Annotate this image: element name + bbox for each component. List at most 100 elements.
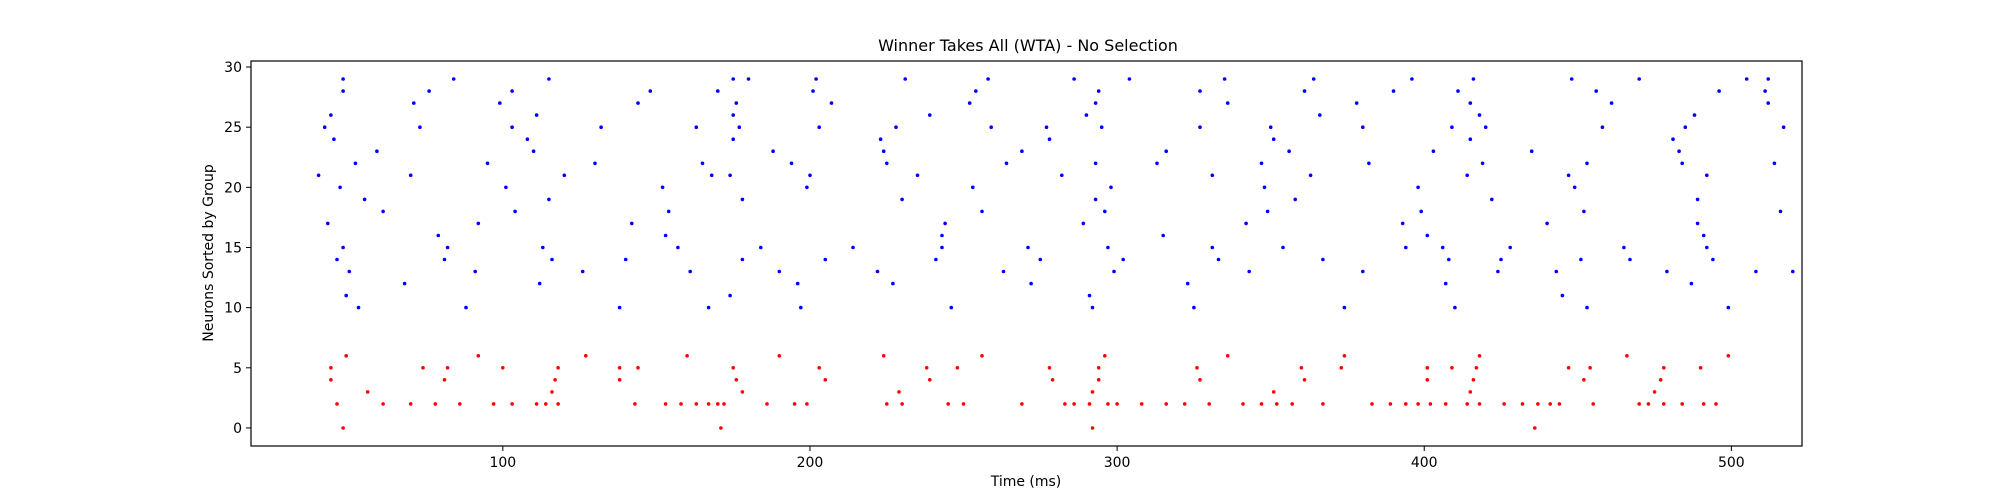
spike-point-blue [737,125,742,129]
spike-point-blue [1161,233,1165,238]
chart-title: Winner Takes All (WTA) - No Selection [878,36,1178,55]
spike-point-red [663,402,668,406]
spike-point-red [881,354,886,358]
spike-point-blue [1778,209,1783,214]
spike-point-blue [1391,89,1396,93]
spike-point-red [817,366,821,370]
spike-point-red [1680,402,1684,406]
spike-point-blue [928,113,932,117]
spike-point-red [1557,402,1562,406]
spike-point-red [1662,366,1666,370]
axis-ticks: 100 200 300 400 500 0 5 10 15 20 25 30 [224,60,1745,471]
spike-point-blue [777,269,782,274]
spike-point-blue [716,89,720,93]
spike-point-blue [580,269,585,274]
spike-point-blue [1318,113,1322,117]
spike-point-blue [1781,125,1786,129]
spike-point-blue [1192,305,1196,310]
spike-point-blue [1637,77,1641,81]
spike-point-red [344,354,349,358]
spike-point-red [433,402,438,406]
spike-point-blue [709,173,714,178]
spike-point-red [719,426,723,430]
spike-point-red [1388,402,1393,406]
spike-point-red [1533,426,1537,430]
spike-point-red [1591,402,1595,406]
spike-point-blue [1185,281,1190,286]
spike-point-red [765,402,769,406]
spike-point-blue [700,161,705,166]
spike-point-blue [593,161,597,166]
spike-point-blue [1099,125,1104,129]
spike-point-red [955,366,960,370]
spike-point-blue [1585,305,1589,310]
spike-point-red [961,402,966,406]
spike-point-blue [504,185,508,190]
spike-point-blue [341,77,345,81]
spike-point-red [722,402,726,406]
spike-point-red [458,402,462,406]
spike-point-red [510,402,514,406]
spike-point-blue [375,149,379,153]
spike-point-blue [1766,101,1770,105]
spike-point-red [329,366,333,370]
spike-point-blue [1569,77,1574,81]
spike-point-blue [1600,125,1605,129]
spike-point-blue [547,197,551,202]
spike-point-red [679,402,683,406]
spike-point-blue [728,293,732,298]
spike-point-red [716,402,720,406]
spike-point-red [408,402,413,406]
spike-point-red [329,378,333,382]
spike-point-blue [808,173,812,178]
spike-point-blue [1293,197,1297,202]
spike-point-blue [1447,257,1451,262]
spike-point-blue [1695,197,1700,202]
spike-point-red [823,378,828,382]
spike-point-blue [1210,245,1215,250]
spike-point-blue [817,125,821,129]
spike-point-red [1090,426,1095,430]
spike-point-blue [891,281,895,286]
spike-point-blue [1268,125,1273,129]
spike-point-blue [476,221,481,226]
spike-point-red [445,366,450,370]
spike-point-blue [534,113,539,117]
spike-point-red [1198,378,1202,382]
spike-point-blue [322,125,327,129]
spike-point-red [897,390,901,394]
spike-point-red [1566,366,1571,370]
spike-point-red [1450,366,1454,370]
spike-point-blue [1477,113,1482,117]
spike-point-blue [1683,125,1688,129]
spike-point-red [1290,402,1294,406]
spike-point-blue [1093,197,1098,202]
spike-point-blue [427,89,431,93]
spike-point-blue [1763,89,1767,93]
spike-point-blue [1084,113,1089,117]
spike-point-blue [329,113,333,117]
spike-point-blue [1109,185,1113,190]
spike-point-blue [617,305,622,310]
spike-point-blue [1689,281,1694,286]
spike-point-blue [599,125,603,129]
spike-point-blue [1001,269,1006,274]
spike-point-blue [971,185,975,190]
spike-point-blue [903,77,907,81]
spike-point-blue [731,77,735,81]
spike-point-blue [1287,149,1291,153]
spike-point-red [341,426,345,430]
spike-point-blue [740,257,745,262]
spike-point-red [1698,366,1703,370]
spike-point-red [1103,354,1107,358]
spike-point-blue [442,257,447,262]
spike-point-red [1443,402,1448,406]
spike-point-red [556,402,560,406]
spike-point-blue [1198,125,1202,129]
y-axis-label: Neurons Sorted by Group [201,164,217,342]
spike-point-blue [1628,257,1632,262]
spike-point-blue [1302,89,1307,93]
spike-point-blue [660,185,665,190]
spike-point-blue [1726,305,1731,310]
spike-point-blue [934,257,938,262]
